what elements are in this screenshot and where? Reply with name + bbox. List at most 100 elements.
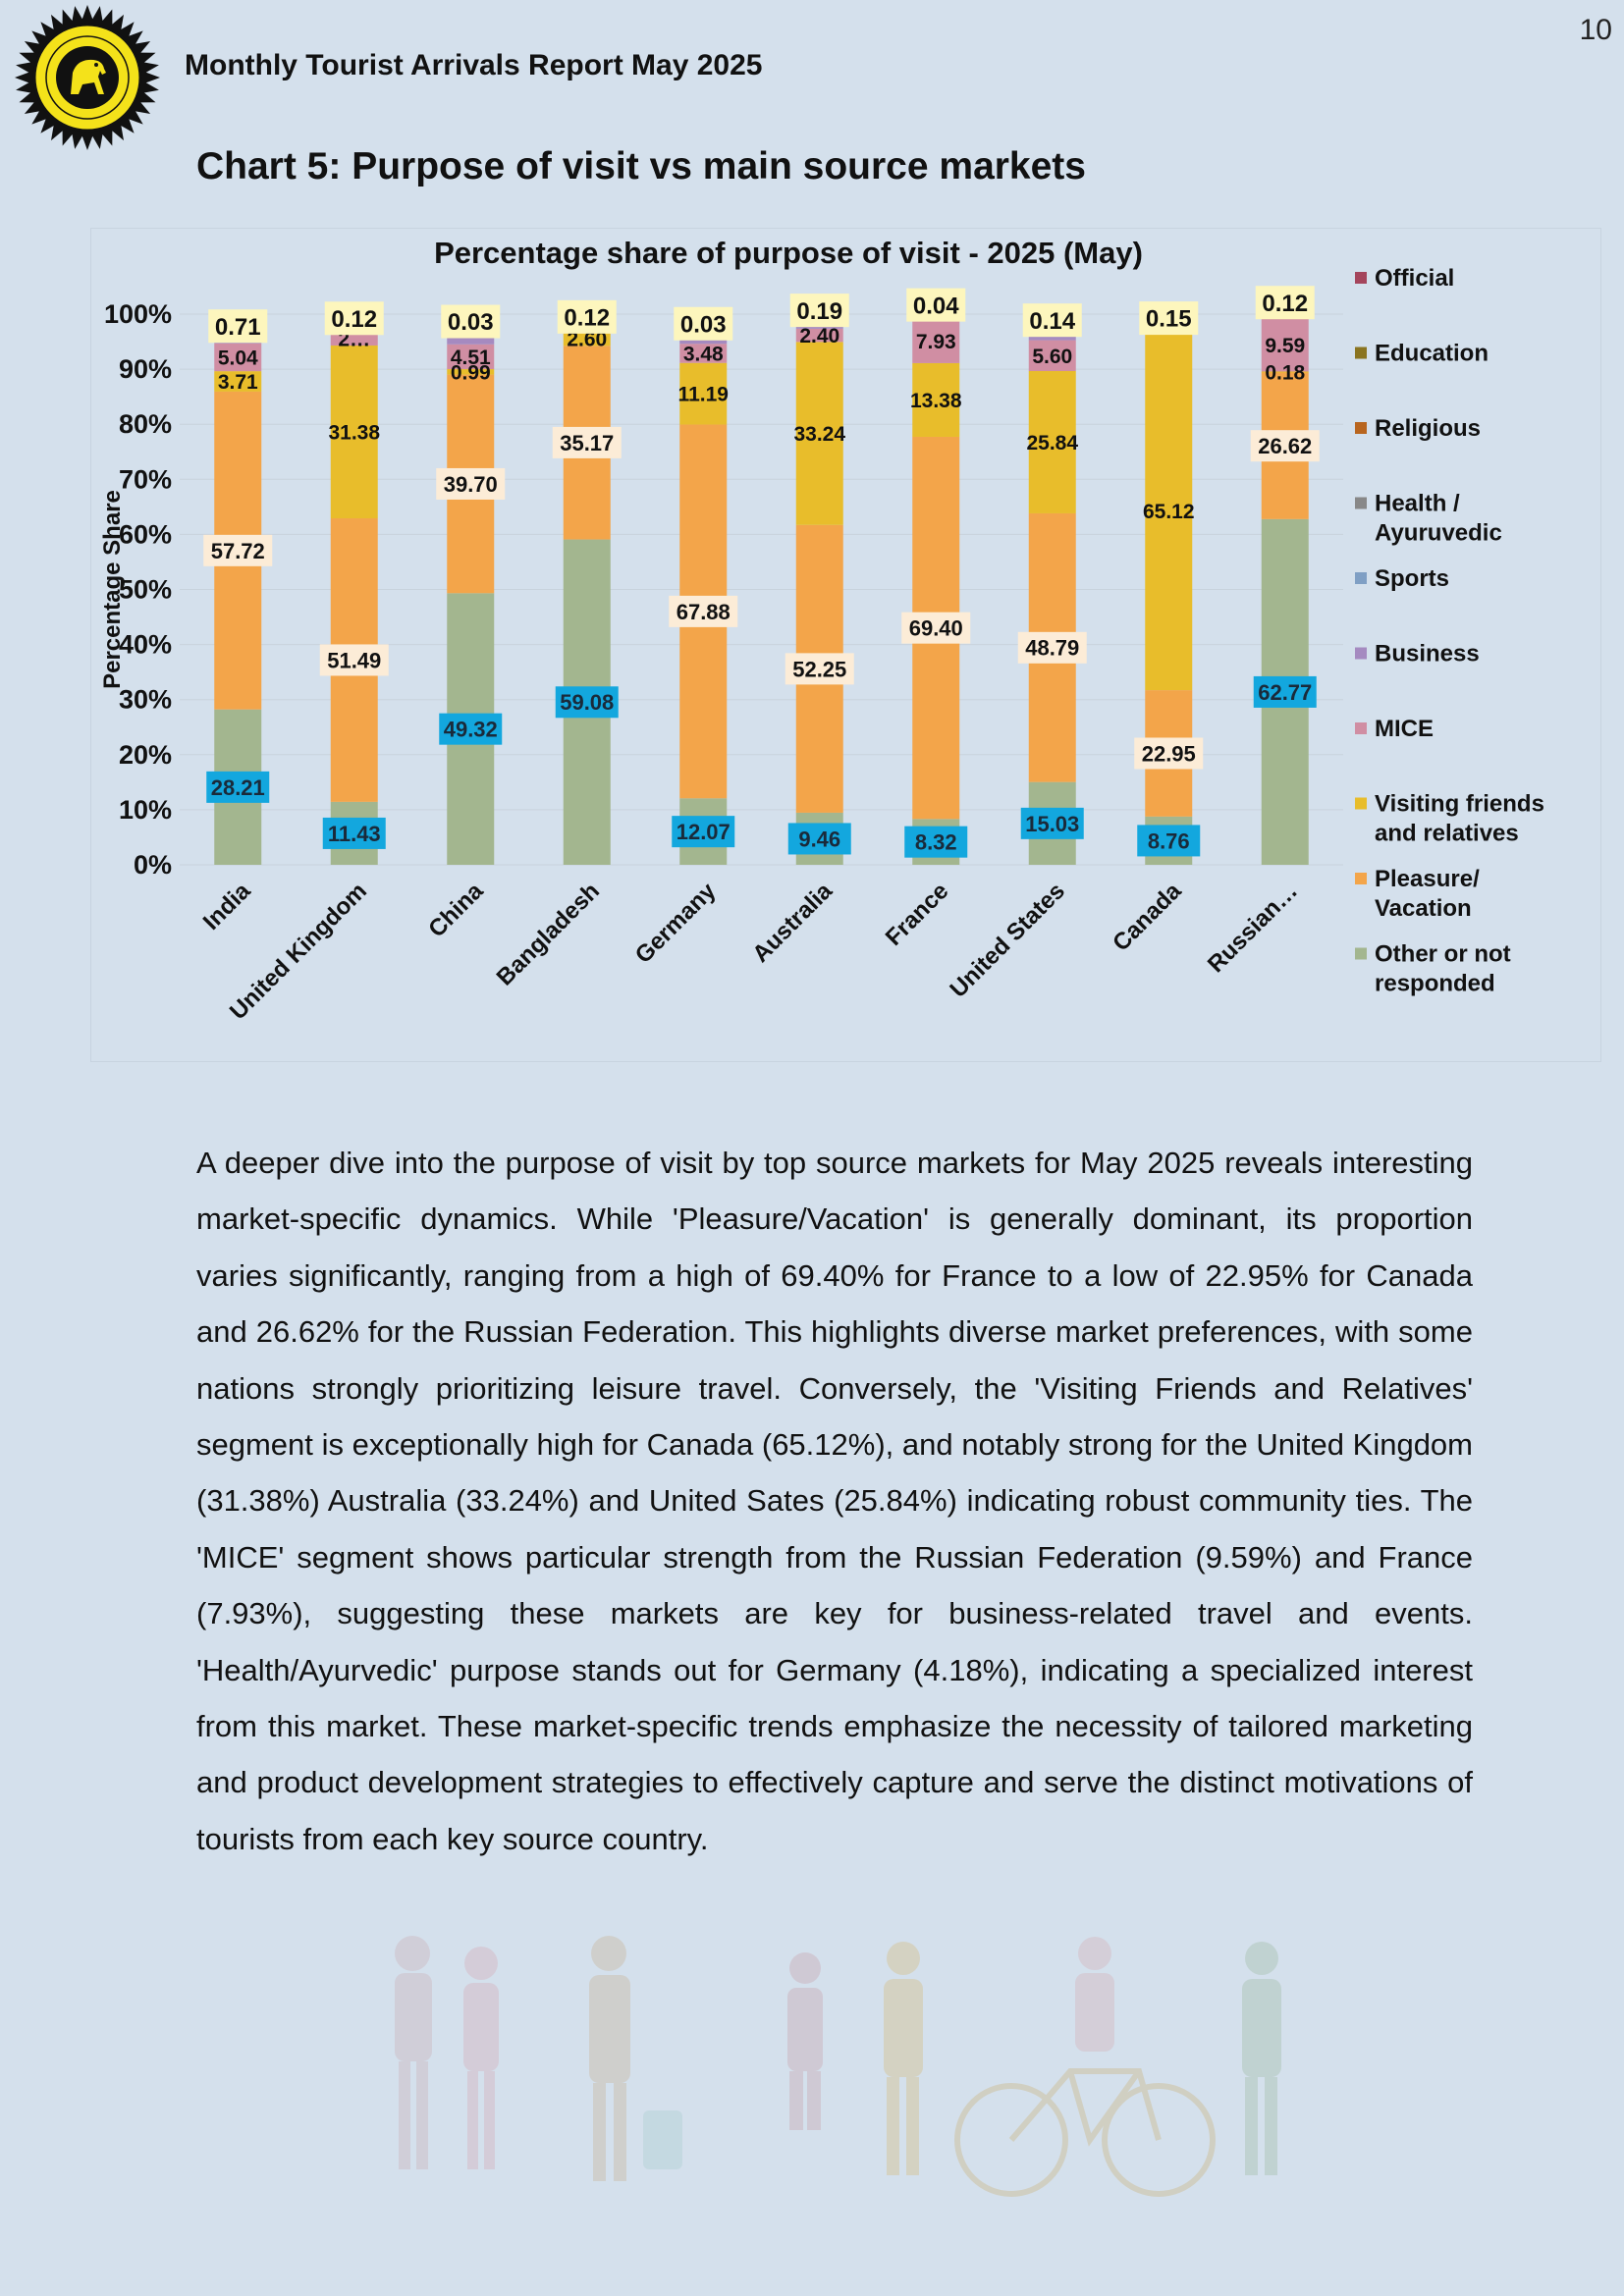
data-label-box bbox=[1255, 286, 1315, 320]
y-tick-label: 80% bbox=[119, 409, 172, 439]
x-tick-label: Russian… bbox=[1203, 878, 1303, 978]
report-title: Monthly Tourist Arrivals Report May 2025 bbox=[185, 49, 763, 81]
data-label-box bbox=[1139, 301, 1199, 336]
y-tick-label: 60% bbox=[119, 519, 172, 549]
bar-segment bbox=[912, 319, 960, 363]
bar-segment bbox=[330, 331, 378, 346]
legend-swatch bbox=[1355, 497, 1367, 509]
data-label: 5.04 bbox=[218, 347, 258, 370]
data-label: 28.21 bbox=[211, 775, 265, 800]
data-label: 35.17 bbox=[560, 431, 614, 455]
data-label: 3.48 bbox=[683, 344, 724, 366]
legend-label: Official bbox=[1375, 265, 1454, 292]
data-label: 9.59 bbox=[1265, 335, 1305, 357]
x-tick-label: Bangladesh bbox=[492, 878, 605, 990]
bar-segment bbox=[912, 362, 960, 437]
legend-swatch bbox=[1355, 722, 1367, 734]
data-label-box bbox=[787, 823, 851, 855]
data-label-box bbox=[669, 595, 738, 627]
data-label: 0.18 bbox=[1265, 362, 1305, 385]
data-label: 7.93 bbox=[916, 331, 956, 353]
stacked-bar-chart: Percentage share of purpose of visit - 2… bbox=[99, 236, 1544, 1025]
data-label: 12.07 bbox=[677, 820, 731, 844]
x-tick-label: United States bbox=[945, 878, 1070, 1003]
bar-segment bbox=[214, 343, 262, 372]
bar-segment bbox=[214, 371, 262, 392]
data-label: 13.38 bbox=[910, 390, 962, 412]
data-label-box bbox=[904, 826, 968, 858]
data-label: 62.77 bbox=[1258, 680, 1312, 705]
x-tick-label: France bbox=[881, 878, 954, 951]
data-label: 8.32 bbox=[915, 830, 957, 855]
legend-label: MICE bbox=[1375, 716, 1434, 742]
data-label-box bbox=[439, 713, 503, 745]
y-tick-label: 40% bbox=[119, 630, 172, 660]
data-label: 0.14 bbox=[1029, 308, 1075, 335]
tourism-seal-logo bbox=[15, 5, 160, 150]
data-label-box bbox=[557, 299, 617, 334]
data-label-box bbox=[1022, 303, 1082, 338]
data-label: 15.03 bbox=[1025, 812, 1079, 836]
data-label: 22.95 bbox=[1142, 741, 1196, 766]
y-tick-label: 50% bbox=[119, 575, 172, 605]
data-label: 0.03 bbox=[448, 309, 494, 336]
bar-segment bbox=[1261, 371, 1309, 373]
bar-segment bbox=[447, 333, 495, 345]
data-label: 0.04 bbox=[913, 293, 959, 319]
chart-container: Percentage share of purpose of visit - 2… bbox=[90, 228, 1601, 1062]
data-label: 2.60 bbox=[567, 329, 607, 351]
y-tick-label: 30% bbox=[119, 685, 172, 715]
data-label: 59.08 bbox=[560, 690, 614, 715]
narrative-paragraph: A deeper dive into the purpose of visit … bbox=[196, 1146, 1473, 1856]
bar-segment bbox=[679, 362, 728, 425]
legend-swatch bbox=[1355, 347, 1367, 359]
legend-label: Visiting friends and relatives bbox=[1375, 791, 1544, 847]
legend-swatch bbox=[1355, 272, 1367, 284]
data-label-box bbox=[1253, 675, 1317, 708]
y-tick-label: 0% bbox=[134, 850, 172, 880]
data-label-box bbox=[789, 294, 849, 328]
legend-label: Other or not responded bbox=[1375, 941, 1511, 997]
data-label: 4.51 bbox=[451, 347, 491, 369]
bar-segment bbox=[795, 342, 843, 525]
data-label: 26.62 bbox=[1258, 434, 1312, 458]
y-tick-label: 20% bbox=[119, 740, 172, 770]
bar-segment bbox=[330, 345, 378, 519]
data-label-box bbox=[319, 644, 389, 676]
bar-segment bbox=[563, 331, 611, 347]
data-label-box bbox=[906, 288, 966, 322]
data-label-box bbox=[206, 771, 270, 803]
y-tick-label: 70% bbox=[119, 464, 172, 494]
data-label: 2.40 bbox=[799, 325, 839, 347]
data-label: 67.88 bbox=[677, 600, 731, 624]
data-label-box bbox=[1250, 430, 1320, 462]
bar-segment bbox=[447, 344, 495, 370]
y-tick-label: 90% bbox=[119, 354, 172, 384]
legend-swatch bbox=[1355, 422, 1367, 434]
data-label: 57.72 bbox=[211, 539, 265, 563]
data-label: 11.19 bbox=[678, 384, 729, 406]
data-label: 69.40 bbox=[909, 616, 963, 641]
data-label: 11.43 bbox=[328, 822, 381, 846]
data-label: 39.70 bbox=[444, 472, 498, 497]
data-label: 31.38 bbox=[328, 422, 380, 445]
legend-label: Education bbox=[1375, 341, 1489, 367]
bar-segment bbox=[679, 344, 728, 363]
x-tick-label: Canada bbox=[1108, 878, 1187, 957]
data-label-box bbox=[785, 653, 854, 685]
data-label: 0.15 bbox=[1146, 306, 1192, 333]
data-label: 8.76 bbox=[1148, 828, 1190, 853]
data-label: 5.60 bbox=[1032, 346, 1072, 368]
legend-label: Religious bbox=[1375, 415, 1481, 442]
section-title: Chart 5: Purpose of visit vs main source… bbox=[196, 145, 1086, 187]
legend-label: Pleasure/Vacation bbox=[1375, 866, 1480, 922]
data-label-box bbox=[674, 306, 733, 341]
data-label-box bbox=[1017, 631, 1087, 664]
data-label: 0.71 bbox=[215, 314, 261, 341]
data-label: 0.03 bbox=[680, 311, 727, 338]
data-label-box bbox=[672, 816, 735, 848]
data-label: 3.71 bbox=[218, 371, 258, 394]
y-tick-label: 100% bbox=[104, 299, 172, 329]
page-number: 10 bbox=[1579, 14, 1612, 46]
bar-segment bbox=[1145, 331, 1193, 691]
